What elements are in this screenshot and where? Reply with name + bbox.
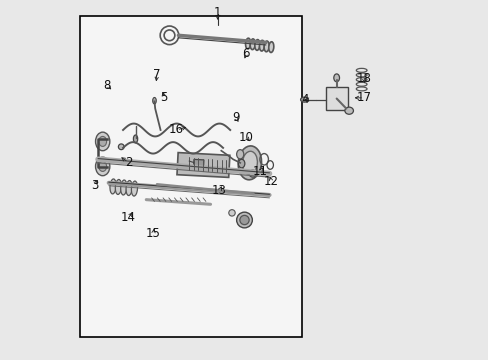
Ellipse shape bbox=[99, 161, 106, 171]
Ellipse shape bbox=[99, 136, 106, 147]
Ellipse shape bbox=[118, 144, 124, 150]
Text: 18: 18 bbox=[356, 72, 371, 85]
Ellipse shape bbox=[236, 150, 244, 159]
Text: 4: 4 bbox=[301, 93, 308, 106]
Text: 12: 12 bbox=[263, 175, 278, 188]
Ellipse shape bbox=[268, 42, 273, 53]
Ellipse shape bbox=[240, 215, 248, 225]
Text: 14: 14 bbox=[121, 211, 136, 224]
Text: 15: 15 bbox=[146, 227, 161, 240]
Text: 7: 7 bbox=[153, 68, 161, 81]
Ellipse shape bbox=[344, 107, 353, 114]
Text: 2: 2 bbox=[124, 156, 132, 168]
Ellipse shape bbox=[236, 212, 252, 228]
Ellipse shape bbox=[254, 40, 259, 50]
Text: 13: 13 bbox=[212, 184, 226, 197]
Text: 11: 11 bbox=[253, 165, 267, 177]
Text: 5: 5 bbox=[160, 91, 167, 104]
Ellipse shape bbox=[248, 170, 256, 177]
Bar bbox=[325, 87, 347, 110]
Text: 6: 6 bbox=[242, 47, 249, 60]
Text: 3: 3 bbox=[91, 179, 98, 192]
Ellipse shape bbox=[126, 181, 132, 195]
Ellipse shape bbox=[245, 38, 250, 49]
Ellipse shape bbox=[300, 97, 308, 102]
Ellipse shape bbox=[238, 159, 244, 168]
Ellipse shape bbox=[333, 74, 339, 82]
Ellipse shape bbox=[242, 151, 257, 175]
Ellipse shape bbox=[228, 210, 235, 216]
Ellipse shape bbox=[131, 181, 137, 196]
Text: 17: 17 bbox=[356, 91, 371, 104]
Bar bbox=[177, 153, 229, 177]
Ellipse shape bbox=[115, 180, 121, 194]
Ellipse shape bbox=[133, 135, 138, 143]
Text: 1: 1 bbox=[214, 6, 221, 19]
Ellipse shape bbox=[95, 132, 110, 151]
Bar bbox=[193, 159, 203, 166]
Bar bbox=[80, 16, 301, 337]
Ellipse shape bbox=[264, 41, 268, 52]
Ellipse shape bbox=[259, 40, 264, 51]
Text: 16: 16 bbox=[169, 123, 184, 136]
Ellipse shape bbox=[250, 39, 255, 50]
Text: 10: 10 bbox=[238, 131, 253, 144]
Text: 9: 9 bbox=[231, 111, 239, 124]
Ellipse shape bbox=[121, 180, 126, 195]
Ellipse shape bbox=[152, 98, 156, 104]
Ellipse shape bbox=[95, 157, 110, 176]
Text: 8: 8 bbox=[103, 79, 110, 92]
Ellipse shape bbox=[238, 146, 261, 180]
Ellipse shape bbox=[110, 179, 116, 194]
